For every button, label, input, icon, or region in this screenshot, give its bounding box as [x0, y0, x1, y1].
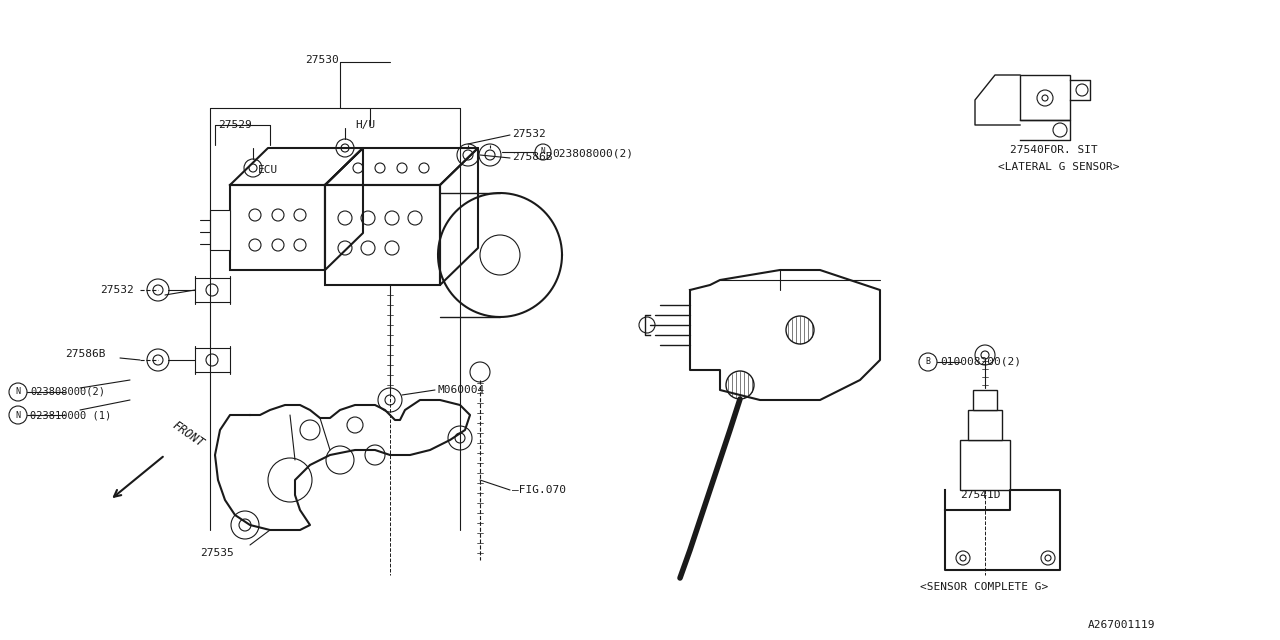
Circle shape	[268, 458, 312, 502]
Circle shape	[273, 209, 284, 221]
Circle shape	[956, 551, 970, 565]
Text: N: N	[540, 147, 545, 157]
Text: 023810000 (1): 023810000 (1)	[29, 410, 111, 420]
Circle shape	[147, 349, 169, 371]
Circle shape	[980, 351, 989, 359]
Circle shape	[1044, 555, 1051, 561]
Bar	[960, 440, 1010, 490]
Circle shape	[448, 426, 472, 450]
Text: 27540FOR. SIT: 27540FOR. SIT	[1010, 145, 1098, 155]
Text: 27586B: 27586B	[512, 152, 553, 162]
Circle shape	[385, 395, 396, 405]
Text: 27541D: 27541D	[960, 490, 1001, 500]
Circle shape	[385, 211, 399, 225]
Circle shape	[294, 239, 306, 251]
Circle shape	[338, 241, 352, 255]
Circle shape	[338, 211, 352, 225]
Circle shape	[353, 163, 364, 173]
Text: 010008200(2): 010008200(2)	[940, 357, 1021, 367]
Text: N: N	[15, 410, 20, 419]
Text: <LATERAL G SENSOR>: <LATERAL G SENSOR>	[998, 162, 1120, 172]
Circle shape	[300, 420, 320, 440]
Bar	[210, 210, 230, 250]
Text: <SENSOR COMPLETE G>: <SENSOR COMPLETE G>	[920, 582, 1048, 592]
Circle shape	[239, 519, 251, 531]
Text: 27586B: 27586B	[65, 349, 105, 359]
Circle shape	[340, 144, 349, 152]
Circle shape	[419, 163, 429, 173]
Circle shape	[361, 211, 375, 225]
Bar	[230, 185, 325, 270]
Bar	[968, 410, 1002, 440]
Circle shape	[385, 241, 399, 255]
Circle shape	[365, 445, 385, 465]
Circle shape	[230, 511, 259, 539]
Text: 27532: 27532	[100, 285, 133, 295]
Circle shape	[347, 417, 364, 433]
Circle shape	[463, 150, 474, 160]
Circle shape	[1041, 551, 1055, 565]
Circle shape	[147, 279, 169, 301]
Bar	[973, 390, 997, 410]
Circle shape	[1076, 84, 1088, 96]
Text: —FIG.070: —FIG.070	[512, 485, 566, 495]
Text: 27529: 27529	[218, 120, 252, 130]
Text: 023808000(2): 023808000(2)	[29, 387, 105, 397]
Circle shape	[9, 383, 27, 401]
Circle shape	[154, 355, 163, 365]
Text: 023808000(2): 023808000(2)	[552, 148, 634, 158]
Circle shape	[206, 354, 218, 366]
Circle shape	[326, 446, 355, 474]
Text: 27535: 27535	[200, 548, 234, 558]
Circle shape	[250, 239, 261, 251]
Text: N: N	[15, 387, 20, 397]
Circle shape	[454, 433, 465, 443]
Circle shape	[154, 285, 163, 295]
Circle shape	[206, 284, 218, 296]
Circle shape	[9, 406, 27, 424]
Circle shape	[378, 388, 402, 412]
Text: ECU: ECU	[259, 165, 278, 175]
Bar	[1020, 75, 1070, 120]
Circle shape	[479, 144, 500, 166]
Circle shape	[726, 371, 754, 399]
Circle shape	[273, 239, 284, 251]
Circle shape	[397, 163, 407, 173]
Circle shape	[335, 139, 355, 157]
Circle shape	[457, 144, 479, 166]
Circle shape	[919, 353, 937, 371]
Text: M060004: M060004	[436, 385, 484, 395]
Text: A267001119: A267001119	[1088, 620, 1155, 630]
Circle shape	[250, 209, 261, 221]
Text: H/U: H/U	[355, 120, 375, 130]
Circle shape	[485, 150, 495, 160]
Circle shape	[960, 555, 966, 561]
Circle shape	[375, 163, 385, 173]
Circle shape	[470, 362, 490, 382]
Circle shape	[294, 209, 306, 221]
Text: B: B	[925, 358, 931, 367]
Circle shape	[975, 345, 995, 365]
Circle shape	[786, 316, 814, 344]
Text: FRONT: FRONT	[170, 419, 206, 450]
Circle shape	[1042, 95, 1048, 101]
Circle shape	[639, 317, 655, 333]
Text: 27532: 27532	[512, 129, 545, 139]
Circle shape	[408, 211, 422, 225]
Circle shape	[1037, 90, 1053, 106]
Circle shape	[250, 164, 257, 172]
Circle shape	[1053, 123, 1068, 137]
Circle shape	[244, 159, 262, 177]
Circle shape	[480, 235, 520, 275]
Circle shape	[535, 144, 550, 160]
Circle shape	[361, 241, 375, 255]
Bar	[325, 185, 440, 285]
Text: 27530: 27530	[305, 55, 339, 65]
